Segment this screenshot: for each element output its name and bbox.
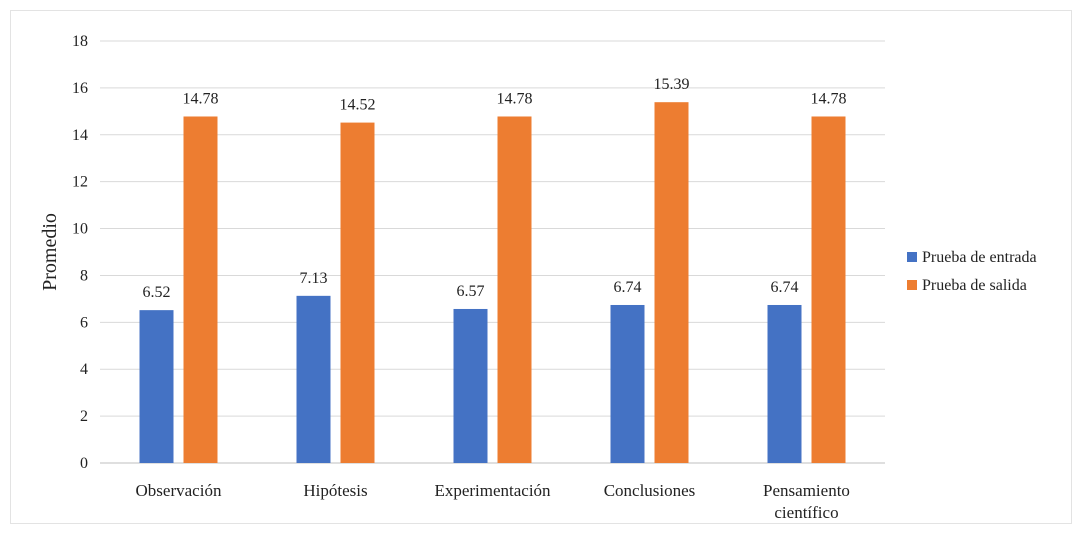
legend-swatch bbox=[907, 280, 917, 290]
bars bbox=[139, 102, 846, 463]
data-label: 7.13 bbox=[300, 270, 328, 287]
legend-entry: Prueba de entrada bbox=[922, 249, 1037, 266]
y-axis-ticks: 0 2 4 6 8 10 12 14 16 18 bbox=[72, 33, 88, 472]
y-tick-label: 6 bbox=[80, 314, 88, 331]
data-label: 15.39 bbox=[654, 76, 690, 93]
x-axis-categories: Observación Hipótesis Experimentación Concl… bbox=[136, 481, 850, 522]
y-tick-label: 18 bbox=[72, 33, 88, 50]
y-tick-label: 2 bbox=[80, 408, 88, 425]
bar bbox=[453, 308, 488, 463]
bar bbox=[139, 310, 174, 463]
bar bbox=[183, 116, 218, 463]
gridlines bbox=[100, 40, 885, 464]
bar bbox=[767, 304, 802, 463]
legend: Prueba de entrada Prueba de salida bbox=[907, 249, 1037, 294]
data-labels: 6.52 14.78 7.13 14.52 6.57 14.78 6.74 15.39 6.74… bbox=[143, 76, 847, 301]
x-category-label: Conclusiones bbox=[604, 481, 696, 500]
y-tick-label: 12 bbox=[72, 174, 88, 191]
y-axis-title: Promedio bbox=[39, 213, 61, 291]
data-label: 6.74 bbox=[614, 279, 642, 296]
data-label: 14.78 bbox=[183, 90, 219, 107]
data-label: 14.78 bbox=[811, 90, 847, 107]
legend-swatch bbox=[907, 252, 917, 262]
bar bbox=[296, 295, 331, 463]
y-tick-label: 8 bbox=[80, 267, 88, 284]
y-tick-label: 0 bbox=[80, 455, 88, 472]
data-label: 6.74 bbox=[771, 279, 799, 296]
x-category-label: científico bbox=[774, 503, 838, 522]
bar bbox=[610, 304, 645, 463]
data-label: 14.52 bbox=[340, 97, 376, 114]
x-category-label: Hipótesis bbox=[303, 481, 367, 500]
x-category-label: Experimentación bbox=[434, 481, 551, 500]
data-label: 6.57 bbox=[457, 283, 485, 300]
y-tick-label: 4 bbox=[80, 361, 88, 378]
data-label: 6.52 bbox=[143, 284, 171, 301]
bar bbox=[340, 122, 375, 463]
x-category-label: Observación bbox=[136, 481, 222, 500]
legend-entry: Prueba de salida bbox=[922, 277, 1027, 294]
data-label: 14.78 bbox=[497, 90, 533, 107]
bar bbox=[497, 116, 532, 463]
bar bbox=[654, 102, 689, 463]
bar bbox=[811, 116, 846, 463]
y-tick-label: 14 bbox=[72, 127, 88, 144]
y-tick-label: 16 bbox=[72, 80, 88, 97]
x-category-label: Pensamiento bbox=[763, 481, 850, 500]
y-tick-label: 10 bbox=[72, 221, 88, 238]
